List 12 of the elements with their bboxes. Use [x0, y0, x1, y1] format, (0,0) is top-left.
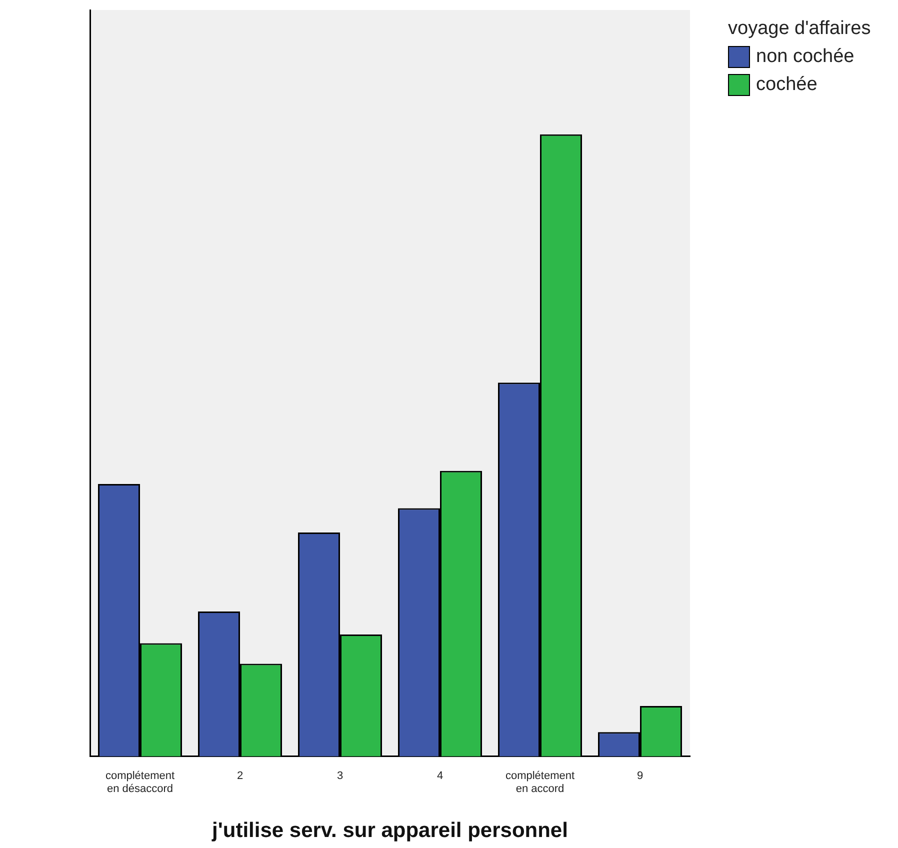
x-tick-label: 4	[436, 770, 444, 782]
category-label: complétement	[105, 770, 175, 782]
legend-label: cochée	[756, 74, 818, 96]
x-tick-label: 9	[636, 770, 644, 782]
legend-title: voyage d'affaires	[728, 18, 871, 40]
category-label: complétement	[505, 770, 575, 782]
category-label: en désaccord	[106, 783, 174, 796]
x-tick-label: 3	[336, 770, 344, 782]
category-label: en accord	[516, 783, 564, 796]
x-tick-label: 2	[236, 770, 244, 782]
x-axis-title: j'utilise serv. sur appareil personnel	[211, 819, 568, 842]
legend-label: non cochée	[756, 46, 854, 68]
